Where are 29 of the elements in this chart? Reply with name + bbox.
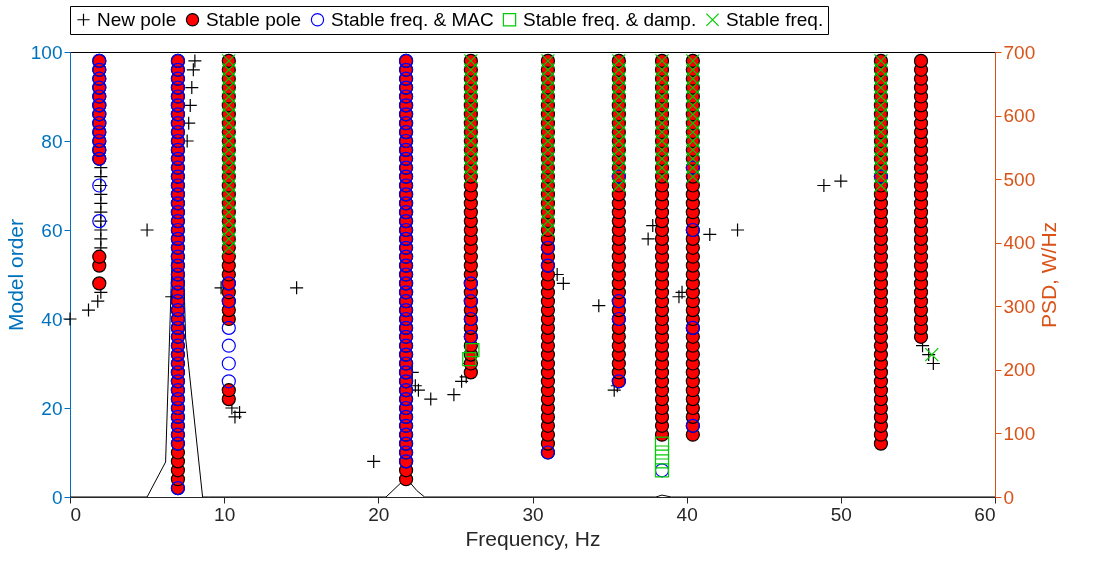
y2-tick-label: 200 bbox=[1003, 359, 1036, 381]
y2-tick-label: 500 bbox=[1003, 168, 1036, 190]
x-tick-label: 30 bbox=[522, 503, 544, 525]
y2-tick-label: 400 bbox=[1003, 232, 1036, 254]
legend-label: Stable freq. bbox=[726, 8, 824, 30]
legend-label: Stable pole bbox=[206, 8, 302, 30]
x-tick-label: 60 bbox=[974, 503, 996, 525]
x-tick-label: 10 bbox=[214, 503, 236, 525]
x-tick-label: 0 bbox=[70, 503, 82, 525]
y2-tick-label: 300 bbox=[1003, 295, 1036, 317]
y-tick-label: 80 bbox=[41, 130, 63, 152]
legend-label: Stable freq. & damp. bbox=[523, 8, 697, 30]
y2-tick-label: 600 bbox=[1003, 105, 1036, 127]
y2-tick-label: 700 bbox=[1003, 41, 1036, 63]
y-tick-label: 40 bbox=[41, 308, 63, 330]
x-tick-label: 40 bbox=[676, 503, 698, 525]
y2-tick-label: 0 bbox=[1003, 486, 1015, 508]
y-tick-label: 60 bbox=[41, 219, 63, 241]
y2-axis-title: PSD, W/Hz bbox=[1037, 221, 1061, 329]
x-tick-label: 20 bbox=[368, 503, 390, 525]
y2-tick-label: 100 bbox=[1003, 422, 1036, 444]
y-tick-label: 0 bbox=[51, 486, 63, 508]
legend-label: New pole bbox=[97, 8, 177, 30]
y-tick-label: 100 bbox=[30, 41, 63, 63]
y-tick-label: 20 bbox=[41, 397, 63, 419]
x-axis-title: Frequency, Hz bbox=[465, 526, 601, 550]
y-axis-title: Model order bbox=[3, 218, 27, 332]
legend-label: Stable freq. & MAC bbox=[331, 8, 494, 30]
x-tick-label: 50 bbox=[830, 503, 852, 525]
